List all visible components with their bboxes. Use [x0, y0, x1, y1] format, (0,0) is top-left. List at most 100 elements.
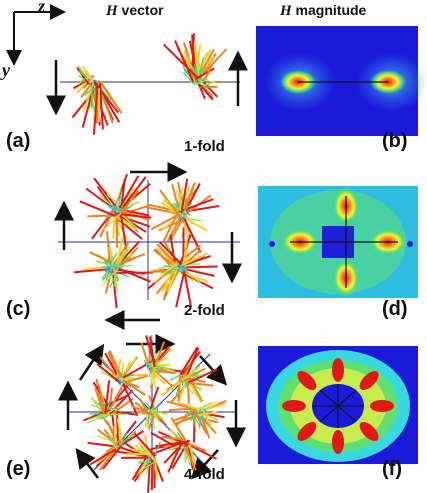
field-vector	[186, 347, 200, 377]
field-vector	[108, 383, 124, 411]
field-vector	[154, 366, 171, 370]
field-vector	[132, 431, 156, 458]
field-vector	[191, 412, 196, 416]
field-vector	[118, 175, 140, 209]
field-vector	[123, 374, 148, 384]
field-vector	[149, 407, 161, 423]
field-vector	[167, 443, 182, 473]
panel-label-b: (b)	[382, 130, 408, 152]
field-vector	[171, 268, 184, 271]
field-vector	[198, 57, 205, 77]
field-vector	[148, 458, 152, 462]
field-vector	[201, 415, 204, 423]
field-vector	[175, 270, 186, 308]
field-vector	[163, 43, 198, 79]
field-vector	[192, 408, 208, 435]
field-vector	[183, 445, 197, 471]
field-vector	[134, 401, 150, 416]
field-vector	[182, 71, 195, 86]
field-vector	[103, 212, 122, 230]
magnitude-hotspot	[332, 358, 344, 382]
field-vector	[184, 409, 194, 416]
field-vector	[117, 189, 140, 217]
field-vector	[99, 447, 118, 471]
panel-label-c: (c)	[6, 298, 31, 320]
field-vector	[201, 79, 205, 82]
field-vector	[86, 415, 105, 424]
field-vector	[108, 267, 111, 271]
panel-label-d: (d)	[382, 298, 408, 320]
fold-label-1: 1-fold	[184, 138, 225, 155]
field-vector	[149, 386, 160, 410]
field-vector	[111, 269, 118, 309]
field-vector	[203, 83, 208, 86]
field-vector	[198, 83, 214, 101]
field-vector	[204, 63, 214, 81]
field-vector	[148, 412, 156, 430]
field-vector	[180, 178, 189, 214]
field-vector	[102, 405, 121, 417]
field-vector	[158, 241, 185, 268]
field-vector	[185, 374, 203, 379]
panel-label-f: (f)	[382, 458, 402, 480]
field-vector	[201, 84, 214, 98]
field-vector	[137, 441, 156, 461]
field-vector	[103, 201, 116, 211]
field-vector	[76, 66, 90, 86]
field-vector	[89, 448, 117, 466]
field-vector	[182, 367, 206, 382]
field-vector	[166, 266, 179, 292]
field-vector	[120, 358, 137, 378]
field-vector	[149, 350, 160, 367]
y-axis-label: y	[2, 60, 10, 80]
field-vector	[147, 461, 151, 493]
field-vector	[166, 400, 195, 410]
field-vector	[177, 400, 201, 412]
field-vector	[116, 412, 120, 445]
field-vector	[148, 363, 170, 367]
panel-a-vector-plot	[46, 33, 248, 135]
field-vector	[102, 445, 122, 470]
field-vector	[112, 245, 131, 268]
field-vector	[199, 411, 211, 439]
panel-b-magnitude-map	[256, 26, 427, 136]
field-vector	[182, 265, 218, 269]
field-vector	[109, 270, 113, 275]
field-vector	[91, 79, 120, 114]
field-vector	[161, 435, 186, 441]
field-vector	[153, 441, 183, 455]
field-vector	[99, 356, 117, 377]
field-vector	[168, 407, 196, 412]
field-vector	[155, 440, 188, 448]
field-vector	[202, 402, 226, 411]
field-vector	[85, 69, 94, 83]
field-vector	[81, 65, 90, 79]
field-vector	[142, 405, 151, 411]
magnitude-hotspot	[332, 430, 344, 454]
z-axis-label: z	[38, 0, 46, 16]
field-vector	[156, 243, 179, 268]
field-vector	[195, 402, 213, 411]
field-vector	[90, 87, 93, 109]
field-vector	[108, 397, 134, 417]
field-vector	[182, 268, 192, 307]
field-vector	[197, 78, 203, 82]
field-vector	[122, 182, 151, 208]
field-vector	[149, 368, 156, 390]
field-vector	[176, 265, 184, 271]
field-vector	[146, 206, 178, 215]
field-vector	[75, 81, 87, 90]
magnitude-hotspot	[282, 400, 306, 412]
field-vector	[108, 432, 117, 449]
field-vector	[117, 381, 122, 386]
field-vector	[83, 74, 95, 89]
field-vector	[170, 417, 187, 441]
panel-c-vector-plot	[54, 162, 242, 330]
field-vector	[139, 461, 154, 472]
panel-label-a: (a)	[6, 130, 31, 152]
magnitude-hotspot	[359, 421, 379, 441]
field-vector	[108, 252, 118, 265]
field-vector	[118, 248, 129, 265]
field-vector	[109, 206, 120, 209]
field-vector	[102, 267, 120, 286]
